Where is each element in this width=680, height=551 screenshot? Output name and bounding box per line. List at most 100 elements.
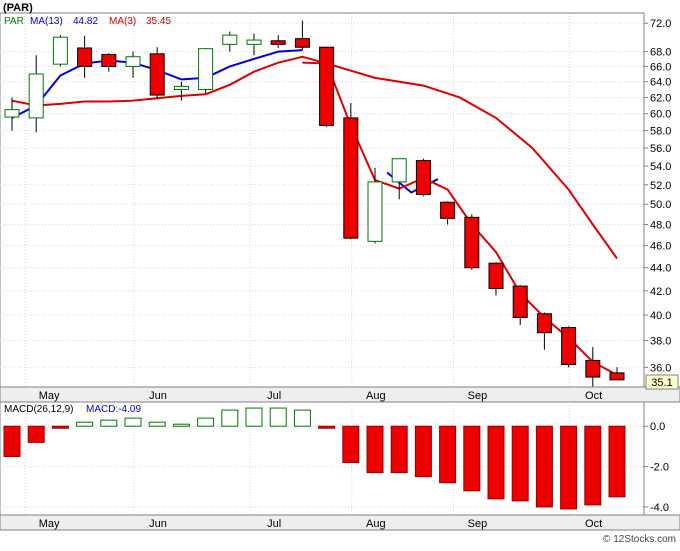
price-tick-label: 54.0 (650, 161, 671, 173)
month-label: Aug (366, 390, 386, 402)
macd-tick-label: 0.0 (650, 421, 665, 433)
candle-down (77, 47, 93, 67)
candle-up (173, 85, 189, 91)
macd-legend-value: MACD:-4.09 (86, 404, 141, 415)
macd-bar-negative (366, 425, 384, 474)
candle-up (28, 73, 44, 119)
macd-tick-label: -4.0 (650, 502, 669, 514)
macd-bar-negative (584, 425, 602, 506)
macd-bar-positive (245, 407, 263, 427)
price-tick-label: 66.0 (650, 61, 671, 73)
macd-bar-negative (3, 425, 21, 457)
candle-down (294, 38, 310, 48)
candle-down (440, 201, 456, 219)
month-label: Sep (468, 390, 488, 402)
price-tick-label: 56.0 (650, 143, 671, 155)
month-label: Aug (366, 518, 386, 530)
price-tick-label: 48.0 (650, 220, 671, 232)
candle-down (415, 160, 431, 195)
macd-bar-negative (608, 425, 626, 498)
price-candles (4, 20, 625, 389)
candle-down (464, 216, 480, 269)
price-tick-label: 42.0 (650, 286, 671, 298)
macd-month-band (0, 514, 680, 531)
candle-up (246, 39, 262, 45)
candle-down (536, 313, 552, 334)
month-label: Oct (585, 390, 602, 402)
candle-down (585, 359, 601, 378)
macd-bar-negative (439, 425, 457, 484)
legend-ma3-value: 35.45 (146, 16, 171, 27)
macd-bars (3, 407, 626, 510)
price-tick-label: 64.0 (650, 77, 671, 89)
macd-tick-label: -2.0 (650, 462, 669, 474)
month-label: May (39, 390, 60, 402)
macd-bar-negative (535, 425, 553, 508)
candle-down (609, 372, 625, 381)
macd-bar-positive (172, 423, 190, 427)
price-tick-label: 62.0 (650, 92, 671, 104)
macd-bar-positive (100, 419, 118, 427)
macd-bar-positive (76, 421, 94, 427)
price-y-ticks: 72.0 68.0 66.0 64.0 62.0 60.0 58.0 56.0 54.0 52.0… (644, 18, 671, 374)
macd-bar-negative (342, 425, 360, 464)
price-month-labels: May Jun Jul Aug Sep Oct (39, 390, 602, 402)
price-tick-label: 36.0 (650, 362, 671, 374)
macd-bar-positive (148, 421, 166, 427)
chart-title: (PAR) (3, 2, 33, 14)
price-tick-label: 46.0 (650, 241, 671, 253)
legend-par: PAR (4, 16, 24, 27)
candle-up (198, 48, 214, 91)
macd-bar-negative (27, 425, 45, 443)
month-label: Sep (468, 518, 488, 530)
candle-up (125, 56, 141, 67)
price-tick-label: 44.0 (650, 263, 671, 275)
price-tick-label: 52.0 (650, 180, 671, 192)
candle-up (391, 158, 407, 183)
ma-long-line-early (11, 93, 206, 107)
price-month-band (0, 386, 680, 403)
price-tick-label: 68.0 (650, 47, 671, 59)
macd-bar-negative (51, 425, 69, 429)
macd-bar-positive (197, 417, 215, 427)
macd-bar-positive (269, 407, 287, 427)
last-price-label: 35.1 (651, 377, 672, 389)
macd-bar-positive (293, 409, 311, 427)
macd-bar-negative (414, 425, 432, 478)
macd-bar-negative (511, 425, 529, 502)
month-label: Jun (149, 390, 167, 402)
macd-month-labels: May Jun Jul Aug Sep Oct (39, 518, 602, 530)
macd-legend-name: MACD(26,12,9) (4, 404, 73, 415)
month-label: Oct (585, 518, 602, 530)
price-tick-label: 58.0 (650, 126, 671, 138)
month-label: May (39, 518, 60, 530)
candle-down (101, 54, 117, 67)
candle-down (270, 40, 286, 45)
month-label: Jun (149, 518, 167, 530)
ma-long-line (205, 55, 618, 260)
candle-down (488, 262, 504, 289)
price-tick-label: 40.0 (650, 310, 671, 322)
candle-down (343, 117, 359, 239)
macd-bar-negative (318, 425, 336, 429)
candle-up (52, 36, 68, 65)
price-tick-label: 50.0 (650, 199, 671, 211)
macd-bar-negative (390, 425, 408, 474)
macd-bar-positive (221, 409, 239, 427)
macd-bar-negative (487, 425, 505, 500)
candle-down (512, 285, 528, 318)
legend-ma13-value: 44.82 (73, 16, 98, 27)
legend-ma13-label: MA(13) (30, 16, 63, 27)
price-tick-label: 72.0 (650, 18, 671, 30)
legend-ma3-label: MA(3) (109, 16, 136, 27)
macd-y-ticks: 0.0 -2.0 -4.0 (644, 421, 669, 514)
copyright-text: © 12Stocks.com (603, 534, 676, 545)
price-tick-label: 38.0 (650, 335, 671, 347)
price-tick-label: 60.0 (650, 109, 671, 121)
candle-down (561, 327, 577, 366)
candle-down (319, 46, 335, 126)
candle-up (367, 181, 383, 242)
candle-up (222, 34, 238, 45)
